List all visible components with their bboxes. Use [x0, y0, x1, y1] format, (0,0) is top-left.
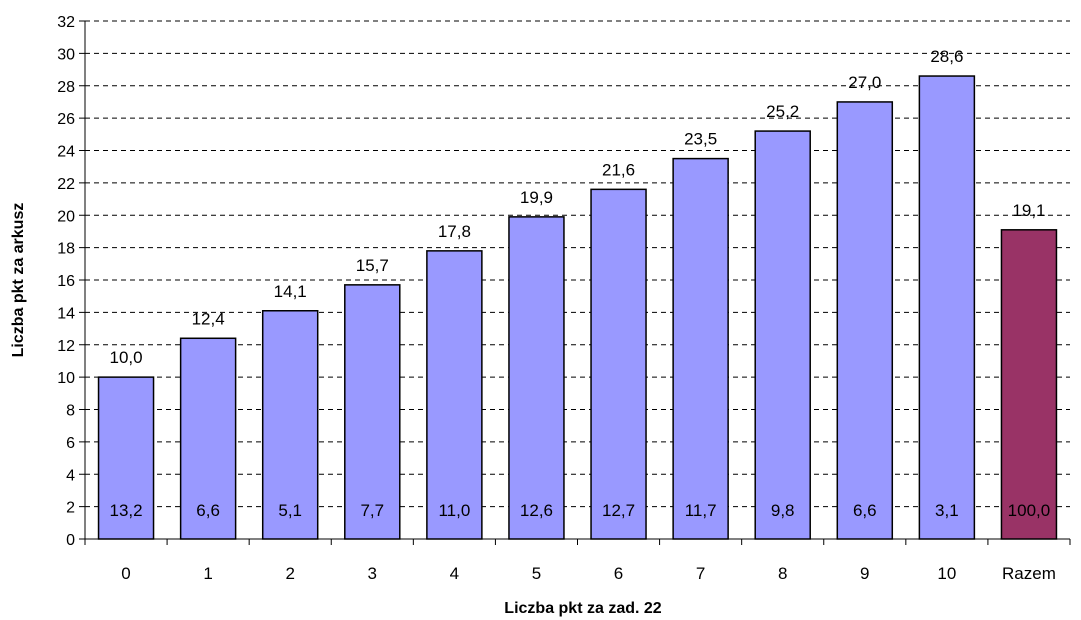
x-tick-label: 9 — [860, 564, 869, 583]
value-label: 15,7 — [356, 256, 389, 275]
gridlines — [85, 20, 1070, 508]
y-tick-label: 10 — [57, 370, 75, 387]
y-tick-label: 30 — [57, 46, 75, 63]
inner-label: 6,6 — [196, 501, 220, 520]
inner-label: 12,6 — [520, 501, 553, 520]
bar — [918, 75, 976, 540]
y-tick-label: 24 — [57, 144, 75, 161]
inner-labels: 13,2 6,6 5,1 7,7 11,0 12,6 12,7 11,7 9,8 6,6 3,1 10… — [109, 501, 1050, 520]
bar-total — [1000, 229, 1058, 540]
inner-label: 11,0 — [438, 501, 470, 520]
x-tick-label: 4 — [450, 564, 459, 583]
x-tick-label: 10 — [937, 564, 956, 583]
inner-label: 7,7 — [360, 501, 384, 520]
bar — [344, 284, 401, 540]
y-tick-label: 18 — [57, 241, 75, 258]
x-tick-label: 6 — [614, 564, 623, 583]
bar — [426, 250, 483, 540]
x-tick-label: 7 — [696, 564, 705, 583]
bar — [590, 188, 647, 540]
y-tick-label: 6 — [66, 435, 75, 452]
bars — [97, 75, 1058, 540]
value-label: 28,6 — [930, 47, 963, 66]
y-tick-label: 22 — [57, 176, 75, 193]
y-tick-label: 16 — [57, 273, 75, 290]
y-tick-label: 14 — [57, 305, 75, 322]
inner-label: 9,8 — [771, 501, 795, 520]
x-tick-label: 2 — [285, 564, 294, 583]
inner-label: 11,7 — [685, 501, 717, 520]
y-tick-label: 2 — [66, 500, 75, 517]
inner-label: 3,1 — [935, 501, 959, 520]
value-label: 10,0 — [109, 348, 142, 367]
x-tick-label: 5 — [532, 564, 541, 583]
bar — [836, 101, 894, 540]
value-label: 21,6 — [602, 160, 635, 179]
y-tick-label: 26 — [57, 111, 75, 128]
value-label: 14,1 — [274, 282, 307, 301]
bar — [508, 216, 565, 540]
value-label: 27,0 — [848, 73, 881, 92]
inner-label: 6,6 — [853, 501, 877, 520]
bar — [672, 157, 729, 540]
x-ticks: 0 1 2 3 4 5 6 7 8 9 10 Razem — [84, 539, 1071, 583]
value-label: 17,8 — [438, 222, 471, 241]
bar — [754, 130, 811, 540]
value-label: 23,5 — [684, 130, 717, 149]
y-tick-label: 8 — [66, 403, 75, 420]
x-tick-label: 8 — [778, 564, 787, 583]
inner-label: 13,2 — [109, 501, 142, 520]
bar — [179, 337, 237, 540]
value-label: 19,9 — [520, 188, 553, 207]
value-label: 12,4 — [192, 309, 225, 328]
y-tick-label: 20 — [57, 208, 75, 225]
value-label: 25,2 — [766, 102, 799, 121]
inner-label: 100,0 — [1008, 501, 1051, 520]
x-tick-label: 1 — [203, 564, 212, 583]
y-tick-label: 0 — [66, 532, 75, 549]
x-axis-title: Liczba pkt za zad. 22 — [504, 600, 661, 617]
inner-label: 5,1 — [278, 501, 302, 520]
y-tick-label: 4 — [66, 467, 75, 484]
x-tick-label: Razem — [1002, 564, 1056, 583]
value-label: 19,1 — [1012, 201, 1045, 220]
bar — [97, 376, 155, 540]
x-tick-label: 3 — [368, 564, 377, 583]
inner-label: 12,7 — [602, 501, 635, 520]
y-axis-title: Liczba pkt za arkusz — [10, 203, 27, 358]
y-tick-label: 32 — [57, 14, 75, 31]
bar — [261, 310, 319, 540]
y-tick-label: 28 — [57, 79, 75, 96]
y-tick-label: 12 — [57, 338, 75, 355]
x-tick-label: 0 — [121, 564, 130, 583]
value-labels: 10,0 12,4 14,1 15,7 17,8 19,9 21,6 23,5 25,2 27,0… — [109, 47, 1045, 367]
